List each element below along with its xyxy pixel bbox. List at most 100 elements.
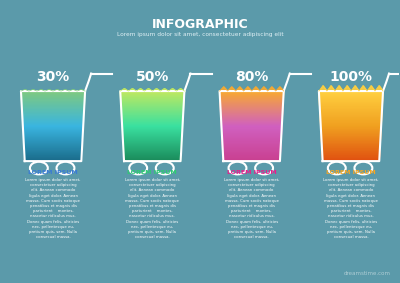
Text: Lorem ipsum dolor sit amet,
consectetuer adipiscing
elit. Aenean commodo
ligula : Lorem ipsum dolor sit amet, consectetuer…: [124, 178, 180, 239]
Polygon shape: [121, 105, 184, 106]
Polygon shape: [123, 141, 182, 142]
Polygon shape: [320, 104, 382, 105]
Polygon shape: [322, 153, 380, 154]
Text: 50%: 50%: [136, 70, 169, 84]
Polygon shape: [23, 127, 83, 128]
Polygon shape: [23, 123, 84, 124]
Polygon shape: [123, 140, 182, 141]
Polygon shape: [122, 124, 183, 125]
Polygon shape: [220, 105, 283, 106]
Polygon shape: [23, 134, 83, 136]
Polygon shape: [23, 128, 83, 130]
Polygon shape: [22, 108, 84, 109]
Polygon shape: [21, 96, 85, 97]
Polygon shape: [222, 130, 282, 131]
Polygon shape: [122, 132, 182, 133]
Polygon shape: [122, 128, 182, 130]
Polygon shape: [221, 111, 283, 112]
Polygon shape: [22, 110, 84, 111]
Text: Lorem ipsum dolor sit amet,
consectetuer adipiscing
elit. Aenean commodo
ligula : Lorem ipsum dolor sit amet, consectetuer…: [25, 178, 81, 239]
Text: LOREM IPSUM: LOREM IPSUM: [326, 170, 376, 175]
Polygon shape: [121, 112, 183, 113]
Polygon shape: [322, 139, 380, 140]
Polygon shape: [124, 151, 181, 152]
Polygon shape: [221, 117, 282, 118]
Polygon shape: [321, 137, 380, 138]
Polygon shape: [220, 102, 283, 103]
Polygon shape: [319, 92, 383, 93]
Polygon shape: [123, 148, 181, 149]
Polygon shape: [21, 97, 85, 98]
Polygon shape: [223, 148, 281, 149]
Polygon shape: [121, 99, 184, 100]
Polygon shape: [24, 146, 82, 147]
Polygon shape: [123, 142, 182, 143]
Polygon shape: [122, 127, 182, 128]
Polygon shape: [319, 100, 382, 102]
Polygon shape: [122, 117, 183, 118]
Polygon shape: [24, 158, 82, 159]
Polygon shape: [22, 102, 84, 103]
Polygon shape: [221, 113, 282, 114]
Polygon shape: [319, 91, 383, 92]
Polygon shape: [21, 98, 85, 99]
Polygon shape: [319, 97, 383, 98]
Polygon shape: [320, 108, 382, 109]
Polygon shape: [22, 113, 84, 114]
Polygon shape: [22, 111, 84, 112]
Polygon shape: [24, 142, 82, 143]
Polygon shape: [220, 106, 283, 108]
Polygon shape: [222, 141, 281, 142]
Polygon shape: [123, 139, 182, 140]
Polygon shape: [320, 117, 382, 118]
Polygon shape: [121, 103, 184, 104]
Polygon shape: [120, 93, 184, 95]
Polygon shape: [321, 130, 381, 131]
Text: 30%: 30%: [36, 70, 70, 84]
Polygon shape: [320, 111, 382, 112]
Polygon shape: [223, 153, 280, 154]
Polygon shape: [320, 103, 382, 104]
Polygon shape: [322, 156, 380, 158]
Polygon shape: [222, 143, 281, 145]
Polygon shape: [222, 132, 282, 133]
Polygon shape: [223, 158, 280, 159]
Polygon shape: [22, 103, 84, 104]
Polygon shape: [122, 125, 182, 126]
Polygon shape: [123, 146, 182, 147]
Polygon shape: [221, 114, 282, 115]
Polygon shape: [24, 153, 82, 154]
Polygon shape: [24, 138, 82, 139]
Polygon shape: [24, 137, 83, 138]
Polygon shape: [121, 102, 184, 103]
Polygon shape: [24, 151, 82, 152]
Polygon shape: [24, 152, 82, 153]
Polygon shape: [22, 119, 84, 120]
Polygon shape: [220, 91, 284, 92]
Polygon shape: [122, 113, 183, 114]
Polygon shape: [221, 119, 282, 120]
Polygon shape: [122, 120, 183, 121]
Polygon shape: [25, 160, 81, 161]
Polygon shape: [320, 106, 382, 108]
Polygon shape: [120, 97, 184, 98]
Polygon shape: [223, 149, 280, 151]
Polygon shape: [123, 147, 181, 148]
Polygon shape: [322, 145, 380, 146]
Text: Lorem ipsum dolor sit amet, consectetuer adipiscing elit: Lorem ipsum dolor sit amet, consectetuer…: [117, 32, 283, 37]
Polygon shape: [221, 118, 282, 119]
Polygon shape: [23, 125, 83, 126]
Polygon shape: [320, 118, 382, 119]
Polygon shape: [320, 119, 382, 120]
Polygon shape: [321, 124, 381, 125]
Polygon shape: [222, 127, 282, 128]
Polygon shape: [22, 120, 84, 121]
Polygon shape: [320, 110, 382, 111]
Polygon shape: [220, 110, 283, 111]
Polygon shape: [321, 125, 381, 126]
Polygon shape: [222, 134, 281, 136]
Polygon shape: [221, 121, 282, 123]
Polygon shape: [320, 102, 382, 103]
Polygon shape: [120, 91, 184, 92]
Polygon shape: [122, 119, 183, 120]
